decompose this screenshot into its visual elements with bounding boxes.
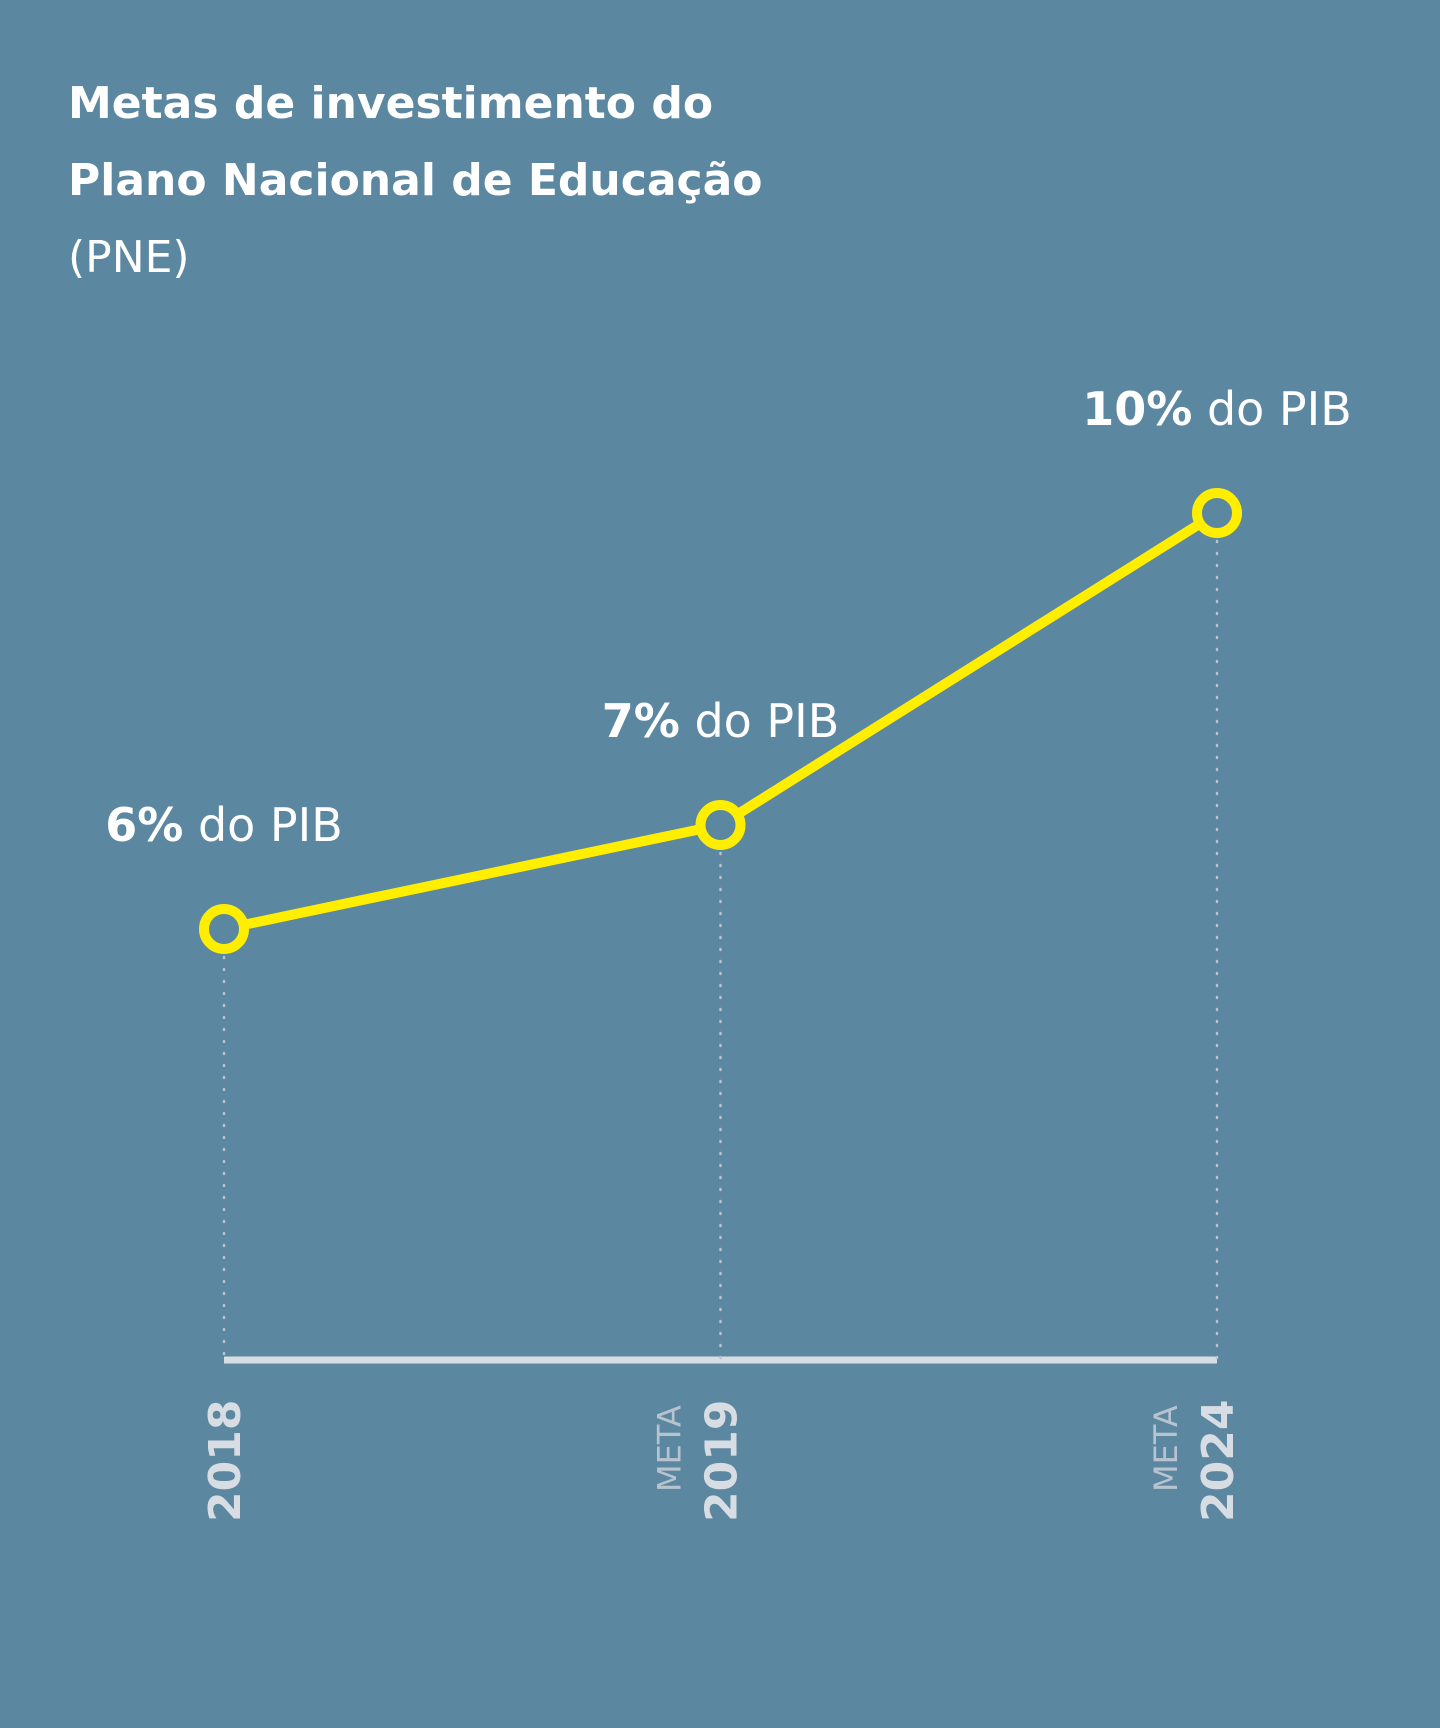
data-label: 7% do PIB bbox=[602, 694, 840, 748]
data-label-space bbox=[183, 798, 198, 852]
chart-subtitle: (PNE) bbox=[68, 232, 190, 283]
data-label: 10% do PIB bbox=[1082, 382, 1352, 436]
data-label-space bbox=[680, 694, 695, 748]
x-tick-label: 2024 bbox=[1193, 1400, 1244, 1522]
data-label-unit: do PIB bbox=[1207, 382, 1352, 436]
data-point bbox=[199, 904, 249, 954]
data-label-unit: do PIB bbox=[694, 694, 839, 748]
x-tick-label: 2018 bbox=[200, 1400, 251, 1522]
data-label-value: 6% bbox=[105, 798, 183, 852]
data-point bbox=[1192, 488, 1242, 538]
data-label: 6% do PIB bbox=[105, 798, 343, 852]
data-label-unit: do PIB bbox=[198, 798, 343, 852]
data-label-value: 7% bbox=[602, 694, 680, 748]
data-label-value: 10% bbox=[1082, 382, 1192, 436]
chart-title: Plano Nacional de Educação bbox=[68, 155, 763, 206]
x-tick-note: META bbox=[1147, 1405, 1185, 1492]
data-label-space bbox=[1192, 382, 1207, 436]
x-tick-label: 2019 bbox=[697, 1400, 748, 1522]
chart-title: Metas de investimento do bbox=[68, 78, 713, 129]
data-point bbox=[695, 800, 746, 850]
x-tick-note: META bbox=[651, 1405, 689, 1492]
